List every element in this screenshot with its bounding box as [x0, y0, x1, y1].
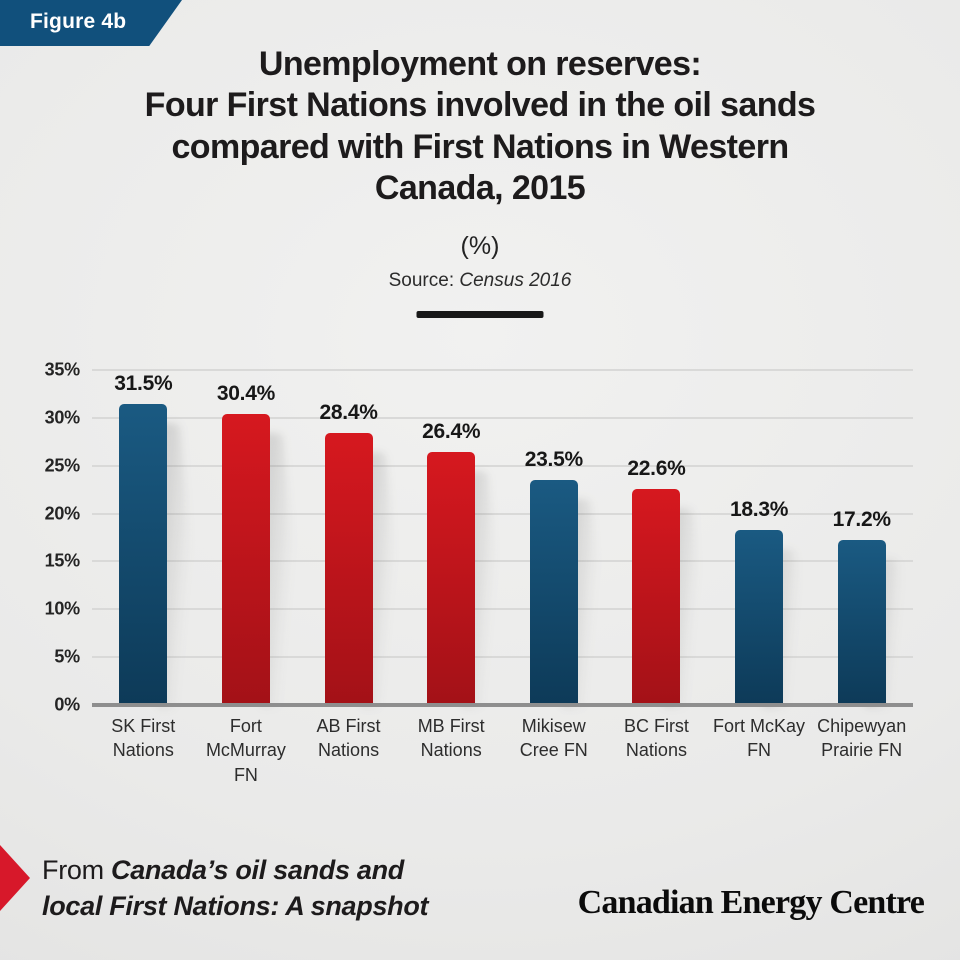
y-axis-tick-label: 10% [44, 598, 81, 619]
bar-Mikisew Cree FN [529, 480, 578, 705]
x-axis-category-label: MB First Nations [417, 716, 485, 761]
chart-title-line: Four First Nations involved in the oil s… [144, 86, 816, 125]
y-axis-tick-label: 35% [44, 359, 81, 380]
source-name: Census 2016 [459, 270, 572, 291]
plot-area: 31.5% 30.4% 28.4% 26.4% 23.5% 22.6% 18.3% 17.2% [92, 369, 913, 708]
figure-badge: Figure 4b [0, 0, 182, 46]
bar-SK First Nations [119, 403, 168, 705]
gridline [92, 369, 913, 371]
gridline [92, 512, 913, 515]
bar-value-label: 30.4% [216, 382, 275, 406]
bar-value-label: 17.2% [832, 508, 891, 532]
bar-value-label: 22.6% [627, 456, 686, 480]
source-note: Source: Census 2016 [0, 270, 960, 292]
figure-badge-label: Figure 4b [30, 10, 127, 33]
gridline [92, 416, 913, 419]
footer-publication-line1: Canada’s oil sands and [111, 855, 404, 885]
bar-slot: 17.2% [810, 370, 913, 708]
bar-value-label: 23.5% [524, 448, 583, 472]
source-prefix: Source: [388, 270, 460, 291]
bar-slot: 30.4% [195, 370, 307, 708]
bar-slot: 26.4% [400, 370, 509, 708]
bar-series: 31.5% 30.4% 28.4% 26.4% 23.5% 22.6% 18.3% 17.2% [92, 370, 913, 708]
y-axis-labels: 35% 30% 25% 20% 15% 10% 5% 0% [18, 360, 81, 715]
gridline [92, 608, 913, 611]
bar-BC First Nations [632, 488, 681, 705]
gridline [92, 560, 913, 563]
x-axis-category-label: SK First Nations [111, 716, 176, 761]
bar-Fort McMurray FN [221, 414, 270, 705]
bar-slot: 18.3% [708, 370, 811, 708]
y-axis-tick-label: 20% [44, 503, 81, 524]
arrow-right-icon [0, 845, 30, 911]
x-axis-baseline [92, 703, 913, 707]
footer-publication-line2: local First Nations: A snapshot [42, 890, 429, 921]
y-axis-tick-label: 15% [44, 550, 81, 571]
bar-Fort McKay FN [735, 529, 784, 705]
chart-title: Unemployment on reserves: Four First Nat… [0, 44, 960, 210]
x-axis-category-label: Mikisew Cree FN [519, 716, 588, 761]
y-axis-tick-label: 5% [54, 646, 80, 667]
bar-slot: 31.5% [92, 370, 206, 708]
bar-slot: 23.5% [503, 370, 610, 708]
x-axis-category-label: Chipewyan Prairie FN [817, 716, 907, 761]
x-axis-category-label: AB First Nations [316, 716, 381, 761]
bar-slot: 22.6% [605, 370, 711, 708]
bar-value-label: 26.4% [422, 420, 481, 444]
x-axis-category-label: Fort McMurray FN [205, 716, 286, 785]
brand-wordmark: Canadian Energy Centre [577, 884, 925, 921]
bar-AB First Nations [324, 433, 373, 705]
title-divider-rule [416, 311, 544, 318]
chart-title-line: compared with First Nations in Western [171, 127, 789, 166]
x-axis-category-label: Fort McKay FN [713, 716, 806, 761]
chart-title-line: Canada, 2015 [374, 169, 586, 208]
bar-value-label: 31.5% [114, 371, 173, 395]
gridline [92, 656, 913, 659]
gridline [92, 464, 913, 467]
x-axis-labels: SK First Nations Fort McMurray FN AB First… [92, 714, 913, 787]
footer-citation: From Canada’s oil sands and local First … [42, 853, 429, 924]
y-axis-tick-label: 25% [44, 455, 81, 476]
unit-label: (%) [460, 232, 500, 260]
bar-MB First Nations [427, 452, 476, 705]
bar-slot: 28.4% [297, 370, 408, 708]
footer-from-label: From [42, 855, 111, 885]
chart-title-line: Unemployment on reserves: [258, 45, 702, 83]
x-axis-category-label: BC First Nations [623, 716, 689, 761]
bar-Chipewyan Prairie FN [837, 540, 886, 705]
bar-value-label: 18.3% [730, 497, 789, 521]
bar-value-label: 28.4% [319, 401, 378, 425]
y-axis-tick-label: 0% [54, 694, 80, 715]
y-axis-tick-label: 30% [44, 407, 81, 428]
